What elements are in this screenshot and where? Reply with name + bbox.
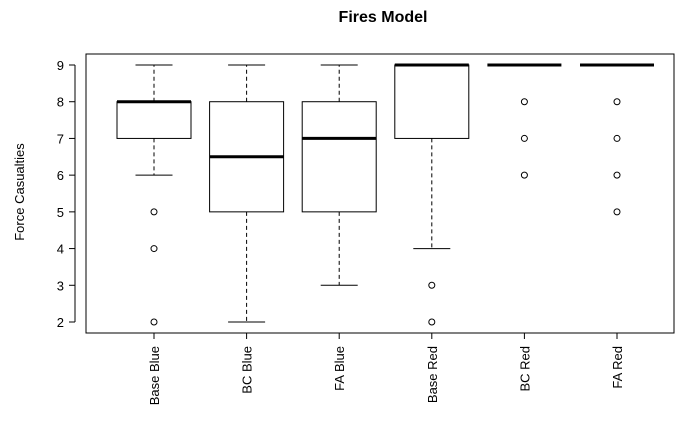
outlier-point bbox=[613, 134, 621, 142]
y-tick-label: 4 bbox=[57, 242, 64, 257]
outlier-point bbox=[150, 208, 158, 216]
box-iqr bbox=[116, 101, 192, 139]
outlier-point bbox=[428, 281, 436, 289]
outlier-point bbox=[150, 318, 158, 326]
y-tick-label: 6 bbox=[57, 168, 64, 183]
box-iqr bbox=[301, 101, 377, 213]
box-fa-red bbox=[580, 63, 654, 216]
outlier-point bbox=[520, 98, 528, 106]
x-tick-label: BC Red bbox=[517, 346, 532, 392]
outlier-point bbox=[520, 134, 528, 142]
outlier-point bbox=[613, 98, 621, 106]
box-iqr bbox=[394, 64, 470, 139]
outlier-point bbox=[150, 245, 158, 253]
box-bc-blue bbox=[209, 64, 285, 323]
box-bc-red bbox=[487, 63, 562, 179]
x-tick-label: BC Blue bbox=[240, 346, 255, 394]
outlier-point bbox=[520, 171, 528, 179]
box-base-red bbox=[394, 63, 470, 326]
y-tick-label: 9 bbox=[57, 58, 64, 73]
x-axis-labels: Base Blue BC Blue FA Blue Base Red BC Red FA … bbox=[147, 333, 625, 405]
y-axis-label: Force Casualties bbox=[12, 143, 27, 241]
box-base-blue bbox=[116, 64, 192, 326]
y-axis-ticks: 2 3 4 5 6 7 8 9 bbox=[57, 58, 75, 330]
x-tick-label: Base Blue bbox=[147, 346, 162, 405]
y-tick-label: 8 bbox=[57, 95, 64, 110]
x-tick-label: Base Red bbox=[425, 346, 440, 403]
outlier-point bbox=[613, 171, 621, 179]
box-series bbox=[116, 63, 654, 326]
y-tick-label: 3 bbox=[57, 278, 64, 293]
box-fa-blue bbox=[301, 64, 377, 286]
outlier-point bbox=[613, 208, 621, 216]
x-tick-label: FA Blue bbox=[332, 346, 347, 391]
plot-frame bbox=[85, 53, 675, 334]
outlier-point bbox=[428, 318, 436, 326]
x-tick-label: FA Red bbox=[610, 346, 625, 389]
y-tick-label: 2 bbox=[57, 315, 64, 330]
chart-title: Fires Model bbox=[339, 9, 428, 26]
y-tick-label: 7 bbox=[57, 131, 64, 146]
y-tick-label: 5 bbox=[57, 205, 64, 220]
